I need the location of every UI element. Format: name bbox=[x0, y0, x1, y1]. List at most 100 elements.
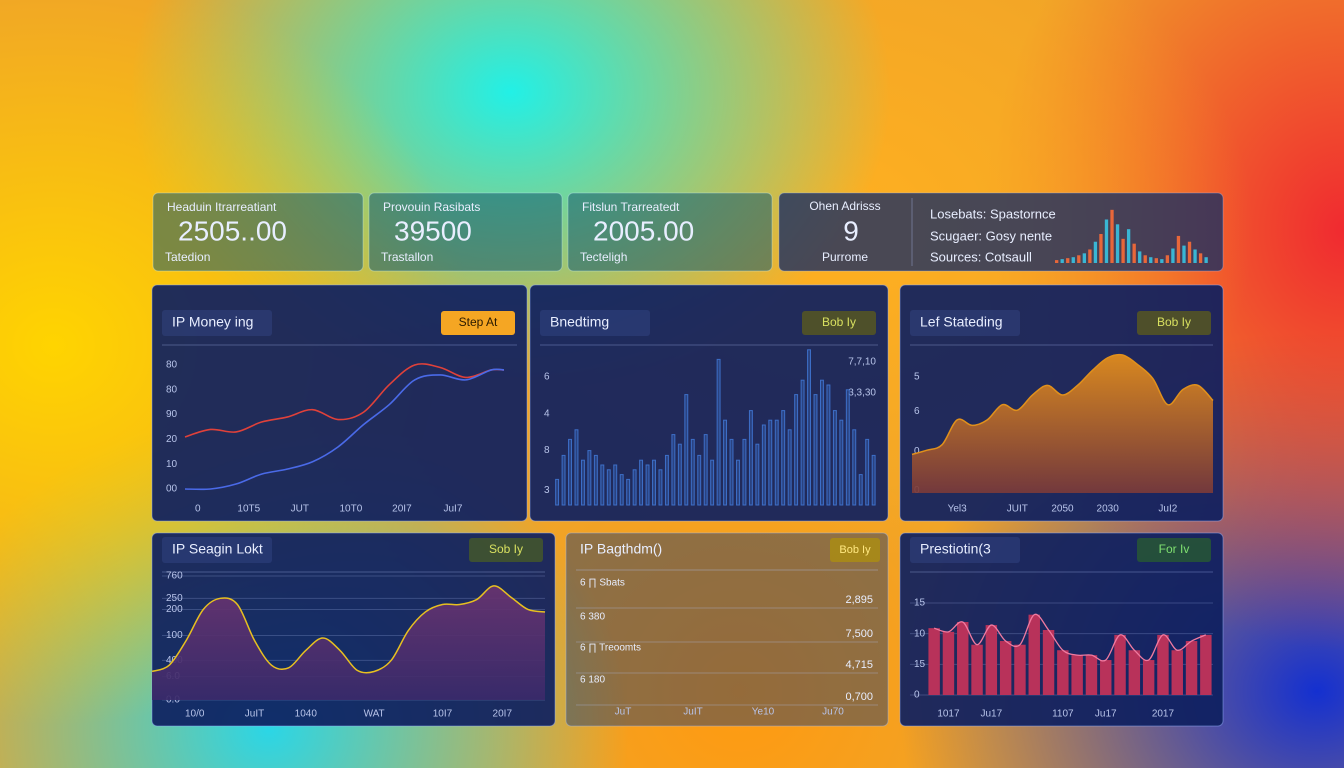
bar bbox=[774, 419, 779, 506]
kpi-value: 39500 bbox=[394, 215, 472, 246]
bar bbox=[619, 474, 624, 506]
chart-title: Prestiotin(3 bbox=[920, 541, 991, 557]
bar bbox=[561, 454, 566, 506]
bar bbox=[826, 384, 831, 506]
row-value: 7,500 bbox=[845, 628, 873, 640]
bar bbox=[820, 379, 824, 506]
area-line bbox=[911, 353, 1214, 456]
chart-button-label[interactable]: Step At bbox=[459, 315, 498, 329]
kpi-card bbox=[152, 192, 364, 272]
bar bbox=[928, 628, 940, 695]
y-tick-label: 0 bbox=[914, 690, 920, 701]
y-tick-label: 0.0 bbox=[166, 695, 180, 706]
y-tick-label: 15 bbox=[914, 659, 926, 670]
mini-bar bbox=[1132, 243, 1136, 263]
title-tag bbox=[910, 537, 1020, 563]
x-tick-label: 2017 bbox=[1152, 709, 1175, 720]
panel-button[interactable] bbox=[830, 538, 880, 562]
chart-button[interactable] bbox=[1137, 538, 1211, 562]
bar bbox=[858, 474, 863, 506]
bar bbox=[555, 478, 560, 506]
chart-button[interactable] bbox=[1137, 311, 1211, 335]
summary-sub: Purrome bbox=[822, 250, 868, 264]
x-tick-label: 1017 bbox=[937, 709, 960, 720]
row-label: 6 380 bbox=[580, 612, 605, 623]
kpi-sub: Tatedion bbox=[165, 250, 210, 264]
bar bbox=[613, 464, 618, 506]
chart-button-label[interactable]: Bob Iy bbox=[822, 315, 856, 329]
x-tick-label: 0 bbox=[195, 504, 201, 515]
x-tick-label: 1107 bbox=[1052, 709, 1074, 720]
y-tick-label: 5 bbox=[914, 372, 920, 383]
bar bbox=[716, 358, 721, 506]
chart-button-label[interactable]: Sob Iy bbox=[489, 542, 523, 556]
kpi-card bbox=[368, 192, 563, 272]
bar bbox=[748, 410, 753, 506]
y-tick-label: 10 bbox=[914, 628, 926, 639]
x-tick-label: Ye10 bbox=[752, 707, 775, 718]
mini-bar bbox=[1182, 245, 1186, 263]
x-tick-label: Ju70 bbox=[822, 707, 844, 718]
summary-item: Scugaer: Gosy nente bbox=[930, 228, 1052, 243]
mini-bar bbox=[1104, 219, 1109, 263]
mini-bar bbox=[1160, 259, 1164, 263]
kpi-value: 2005.00 bbox=[593, 215, 694, 246]
bar bbox=[671, 434, 676, 506]
row-value: 4,715 bbox=[845, 659, 873, 671]
title-tag bbox=[910, 310, 1020, 336]
y-tick-label: 0 bbox=[914, 446, 920, 457]
x-tick-label: JuI2 bbox=[1158, 504, 1177, 515]
chart-button[interactable] bbox=[469, 538, 543, 562]
bar bbox=[639, 459, 644, 506]
chart-button-label[interactable]: Bob Iy bbox=[1157, 315, 1191, 329]
bar bbox=[729, 438, 734, 506]
bar bbox=[1028, 614, 1040, 695]
bar bbox=[1042, 629, 1055, 695]
y-tick-label: 80 bbox=[166, 384, 178, 395]
mini-bar bbox=[1110, 209, 1114, 263]
panel-button-label[interactable]: Bob Iy bbox=[839, 544, 871, 556]
bar bbox=[985, 625, 998, 695]
chart-button-label[interactable]: For Iv bbox=[1159, 542, 1190, 556]
y-tick-label: 10 bbox=[166, 459, 178, 470]
mini-bar bbox=[1204, 257, 1208, 263]
row-label: 6 ∏ Treoomts bbox=[580, 643, 641, 654]
bar bbox=[652, 459, 656, 506]
chart-button[interactable] bbox=[441, 311, 515, 335]
y-tick-label: 250 bbox=[166, 593, 183, 604]
bar bbox=[800, 379, 805, 506]
x-tick-label: JuI7 bbox=[444, 504, 463, 515]
mini-bar bbox=[1121, 238, 1125, 263]
bar bbox=[1128, 650, 1141, 695]
mini-bar bbox=[1055, 260, 1059, 263]
kpi-label: Provouin Rasibats bbox=[383, 200, 480, 214]
bar bbox=[761, 424, 766, 506]
y-tick-label: 6 bbox=[544, 372, 550, 383]
mini-bar bbox=[1099, 234, 1103, 263]
x-tick-label: 10I7 bbox=[433, 709, 453, 720]
mini-bar bbox=[1193, 249, 1197, 263]
mini-bar bbox=[1187, 241, 1192, 263]
bar bbox=[1071, 655, 1083, 695]
chart-panel bbox=[529, 284, 889, 522]
mini-bar bbox=[1171, 248, 1175, 263]
mini-bar bbox=[1066, 258, 1070, 263]
mini-bar bbox=[1093, 241, 1098, 263]
x-tick-label: JUIT bbox=[1007, 504, 1028, 515]
bar bbox=[587, 450, 592, 506]
bar bbox=[839, 419, 844, 506]
mini-bar bbox=[1176, 235, 1181, 263]
bar bbox=[832, 410, 837, 506]
bar bbox=[658, 469, 663, 506]
chart-button[interactable] bbox=[802, 311, 876, 335]
x-tick-label: 1040 bbox=[295, 709, 318, 720]
mini-bar bbox=[1154, 258, 1158, 263]
bar bbox=[755, 443, 760, 506]
x-tick-label: JuIT bbox=[245, 709, 264, 720]
x-tick-label: JuT bbox=[615, 707, 632, 718]
bar bbox=[1014, 644, 1026, 695]
bar bbox=[1142, 660, 1155, 695]
chart-title: Lef Stateding bbox=[920, 314, 1003, 330]
bar bbox=[794, 394, 799, 506]
